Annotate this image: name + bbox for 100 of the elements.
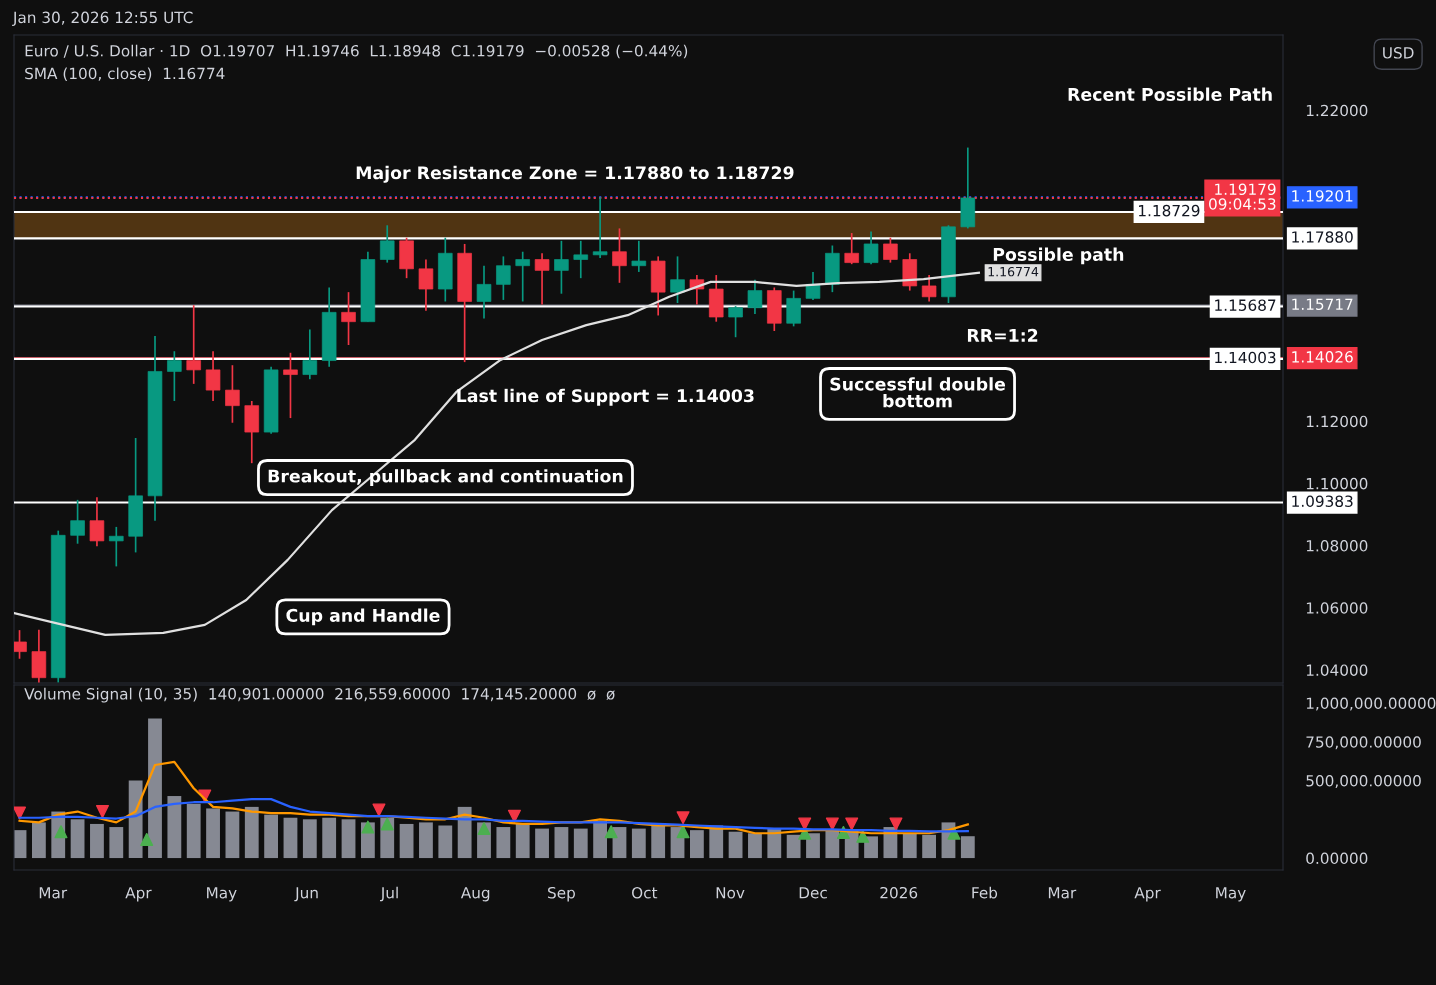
point (372, 803, 386, 817)
candlestick (302, 328, 318, 381)
candlestick (70, 499, 85, 545)
bar (322, 817, 337, 859)
candlestick (592, 196, 608, 259)
point (845, 817, 859, 831)
bar (496, 827, 511, 859)
candlestick (225, 364, 240, 424)
ref-line-label: 1.15687 (1215, 299, 1276, 311)
bar (186, 803, 201, 859)
bar (689, 830, 704, 859)
bar (148, 718, 162, 859)
y-tick-label: 0.00000 (1306, 852, 1368, 865)
bar (419, 822, 433, 859)
point (507, 809, 521, 823)
bar (128, 780, 143, 859)
candlestick (863, 230, 879, 265)
candlestick (921, 274, 937, 303)
y-tick-label: 500,000.00000 (1306, 774, 1421, 789)
annotation: Recent Possible Path (1068, 87, 1272, 101)
candlestick (476, 264, 492, 320)
annotation: Cup and Handle (286, 608, 440, 626)
data-label: 1.16774 (988, 266, 1039, 277)
x-tick-label: Mar (1048, 887, 1077, 899)
x-tick-label: 2026 (880, 886, 918, 899)
point (604, 825, 618, 839)
bar (806, 833, 820, 859)
bar (825, 830, 840, 859)
y-tick-label: 1.22000 (1306, 104, 1368, 117)
candlestick (109, 526, 124, 568)
bar (31, 822, 46, 859)
point (95, 805, 109, 819)
x-tick-label: Mar (39, 887, 68, 899)
x-tick-label: Sep (548, 886, 575, 902)
candlestick (341, 291, 356, 346)
bar (109, 827, 124, 859)
bar (438, 825, 453, 859)
point (140, 832, 154, 846)
bar (728, 831, 743, 859)
point (676, 825, 690, 839)
x-tick-label: Oct (632, 886, 658, 899)
x-tick-label: Nov (716, 887, 745, 899)
point (380, 817, 394, 831)
y-tick-label: 1.10000 (1306, 477, 1368, 490)
bar (960, 836, 975, 859)
point (856, 829, 870, 843)
bar (748, 833, 762, 859)
candlestick (379, 224, 395, 264)
y-tick-label: 1,000,000.00000 (1306, 697, 1436, 711)
text: Jan 30, 2026 12:55 UTC (12, 11, 193, 26)
y-tick-label: 1.06000 (1306, 602, 1368, 614)
bar (244, 806, 259, 859)
y-tick-label: 1.04000 (1306, 664, 1368, 676)
bar (864, 836, 878, 859)
candlestick (612, 227, 627, 284)
bar (786, 834, 801, 859)
candlestick (496, 255, 511, 301)
candlestick (534, 252, 550, 306)
bar (767, 828, 782, 859)
x-tick-label: Dec (799, 887, 827, 899)
candlestick (167, 350, 182, 402)
point (477, 822, 491, 836)
x-tick-label: May (207, 887, 237, 902)
annotation: Breakout, pullback and continuation (268, 469, 623, 486)
x-tick-label: Aug (460, 887, 490, 902)
bar (573, 828, 588, 859)
ref-line-label: 1.09383 (1292, 495, 1353, 507)
bar (70, 819, 85, 859)
candlestick (89, 496, 105, 548)
bar (554, 827, 569, 859)
candlestick (418, 258, 434, 312)
bar (515, 823, 530, 859)
annotation: RR=1:2 (967, 328, 1038, 342)
bar (651, 823, 666, 859)
bar (399, 823, 414, 859)
x-tick-label: Jul (379, 886, 398, 902)
candlestick (631, 240, 647, 273)
candlestick (844, 232, 859, 265)
point (361, 820, 375, 834)
x-tick-label: Feb (972, 886, 998, 899)
annotation: Successful double bottom (830, 377, 1006, 408)
point (14, 806, 27, 820)
bar (167, 796, 182, 859)
candlestick (554, 240, 569, 295)
ref-line-label: 1.18729 (1139, 204, 1200, 217)
bar (283, 817, 298, 859)
bar (225, 811, 240, 859)
x-tick-label: Apr (1134, 887, 1161, 902)
candlestick (515, 250, 530, 303)
ref-line-label: 1.15717 (1292, 298, 1353, 311)
bar (902, 833, 917, 859)
bar (90, 823, 104, 859)
annotation: Possible path (993, 247, 1124, 265)
bar (302, 819, 317, 859)
bar (922, 834, 937, 859)
candlestick (573, 240, 589, 279)
chart-title: Volume Signal (10, 35) 140,901.00000 216,559.60000 174,145.20000 ø ø (24, 687, 615, 703)
point (889, 817, 903, 831)
candlestick (670, 255, 685, 304)
candlestick (883, 236, 898, 264)
